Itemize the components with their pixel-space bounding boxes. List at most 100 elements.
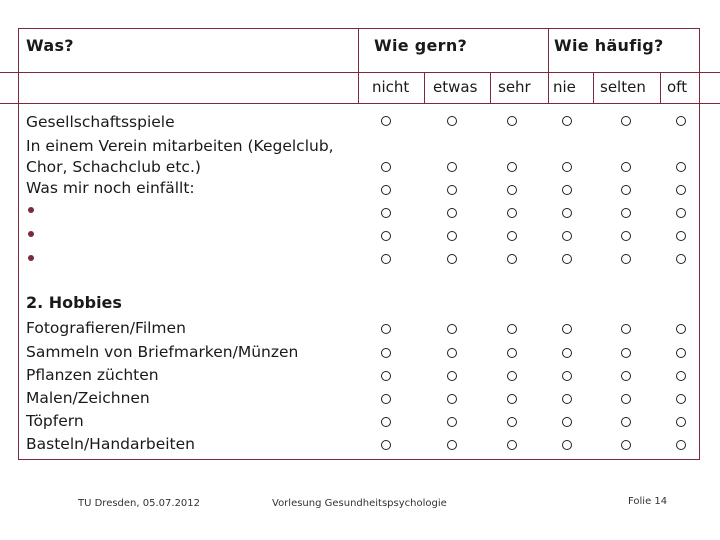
- footer-institution-date: TU Dresden, 05.07.2012: [78, 498, 201, 509]
- rating-radio-button[interactable]: [507, 254, 517, 264]
- scale-label-sehr: sehr: [498, 78, 531, 96]
- rating-radio-button[interactable]: [562, 254, 572, 264]
- rating-radio-button[interactable]: [381, 394, 391, 404]
- rating-radio-button[interactable]: [507, 394, 517, 404]
- rating-radio-button[interactable]: [621, 394, 631, 404]
- scale-label-selten: selten: [600, 78, 646, 96]
- rating-radio-button[interactable]: [676, 208, 686, 218]
- rating-radio-button[interactable]: [447, 185, 457, 195]
- rating-radio-button[interactable]: [507, 162, 517, 172]
- rating-radio-button[interactable]: [562, 162, 572, 172]
- rating-radio-button[interactable]: [621, 162, 631, 172]
- rating-radio-button[interactable]: [381, 348, 391, 358]
- rating-radio-button[interactable]: [381, 231, 391, 241]
- rating-radio-button[interactable]: [562, 185, 572, 195]
- bullet-marker: [28, 255, 34, 261]
- rating-radio-button[interactable]: [507, 417, 517, 427]
- rating-radio-button[interactable]: [676, 348, 686, 358]
- scale-label-nie: nie: [553, 78, 576, 96]
- column-divider-like-freq: [548, 28, 549, 104]
- rating-radio-button[interactable]: [447, 116, 457, 126]
- item-label: Was mir noch einfällt:: [26, 179, 195, 197]
- item-label: Sammeln von Briefmarken/Münzen: [26, 343, 299, 361]
- rating-radio-button[interactable]: [621, 208, 631, 218]
- sub-divider-5: [660, 72, 661, 103]
- rating-radio-button[interactable]: [676, 162, 686, 172]
- item-label: Malen/Zeichnen: [26, 389, 150, 407]
- rating-radio-button[interactable]: [621, 254, 631, 264]
- sub-divider-2: [490, 72, 491, 103]
- rating-radio-button[interactable]: [562, 371, 572, 381]
- footer-lecture-title: Vorlesung Gesundheitspsychologie: [272, 498, 447, 509]
- rating-radio-button[interactable]: [621, 440, 631, 450]
- rating-radio-button[interactable]: [381, 440, 391, 450]
- bullet-marker: [28, 231, 34, 237]
- rating-radio-button[interactable]: [447, 162, 457, 172]
- rating-radio-button[interactable]: [562, 324, 572, 334]
- rating-radio-button[interactable]: [676, 417, 686, 427]
- rating-radio-button[interactable]: [676, 324, 686, 334]
- rating-radio-button[interactable]: [562, 208, 572, 218]
- rating-radio-button[interactable]: [621, 324, 631, 334]
- rating-radio-button[interactable]: [621, 231, 631, 241]
- rating-radio-button[interactable]: [447, 394, 457, 404]
- rating-radio-button[interactable]: [621, 371, 631, 381]
- rating-radio-button[interactable]: [507, 231, 517, 241]
- rating-radio-button[interactable]: [562, 417, 572, 427]
- rating-radio-button[interactable]: [381, 254, 391, 264]
- rating-radio-button[interactable]: [621, 417, 631, 427]
- rating-radio-button[interactable]: [676, 371, 686, 381]
- rating-radio-button[interactable]: [562, 394, 572, 404]
- rating-radio-button[interactable]: [381, 324, 391, 334]
- questionnaire-table: [18, 28, 700, 460]
- rating-radio-button[interactable]: [507, 185, 517, 195]
- rating-radio-button[interactable]: [562, 440, 572, 450]
- rating-radio-button[interactable]: [381, 417, 391, 427]
- rating-radio-button[interactable]: [507, 371, 517, 381]
- rating-radio-button[interactable]: [676, 116, 686, 126]
- rating-radio-button[interactable]: [447, 254, 457, 264]
- item-label: Töpfern: [26, 412, 84, 430]
- rating-radio-button[interactable]: [676, 231, 686, 241]
- rating-radio-button[interactable]: [507, 324, 517, 334]
- rating-radio-button[interactable]: [381, 162, 391, 172]
- scale-label-oft: oft: [667, 78, 688, 96]
- rating-radio-button[interactable]: [507, 440, 517, 450]
- item-label: Fotografieren/Filmen: [26, 319, 186, 337]
- rating-radio-button[interactable]: [447, 324, 457, 334]
- item-label: Chor, Schachclub etc.): [26, 158, 201, 176]
- rating-radio-button[interactable]: [381, 116, 391, 126]
- column-header-like: Wie gern?: [374, 36, 468, 55]
- sub-divider-4: [593, 72, 594, 103]
- item-label: Gesellschaftsspiele: [26, 113, 175, 131]
- item-label: Pflanzen züchten: [26, 366, 159, 384]
- scale-label-etwas: etwas: [433, 78, 478, 96]
- rating-radio-button[interactable]: [447, 231, 457, 241]
- footer-slide-number: Folie 14: [628, 496, 668, 507]
- rating-radio-button[interactable]: [676, 394, 686, 404]
- rating-radio-button[interactable]: [621, 185, 631, 195]
- rating-radio-button[interactable]: [676, 254, 686, 264]
- section-title-hobbies: 2. Hobbies: [26, 293, 122, 312]
- rating-radio-button[interactable]: [676, 185, 686, 195]
- rating-radio-button[interactable]: [447, 440, 457, 450]
- rating-radio-button[interactable]: [676, 440, 686, 450]
- rating-radio-button[interactable]: [562, 231, 572, 241]
- rating-radio-button[interactable]: [621, 348, 631, 358]
- rating-radio-button[interactable]: [381, 371, 391, 381]
- rating-radio-button[interactable]: [447, 208, 457, 218]
- rating-radio-button[interactable]: [447, 348, 457, 358]
- rating-radio-button[interactable]: [381, 208, 391, 218]
- rating-radio-button[interactable]: [507, 348, 517, 358]
- rating-radio-button[interactable]: [562, 116, 572, 126]
- sub-divider-1: [424, 72, 425, 103]
- rating-radio-button[interactable]: [621, 116, 631, 126]
- rating-radio-button[interactable]: [562, 348, 572, 358]
- rating-radio-button[interactable]: [447, 371, 457, 381]
- rating-radio-button[interactable]: [507, 116, 517, 126]
- rating-radio-button[interactable]: [381, 185, 391, 195]
- bullet-marker: [28, 207, 34, 213]
- column-divider-what: [358, 28, 359, 104]
- rating-radio-button[interactable]: [507, 208, 517, 218]
- rating-radio-button[interactable]: [447, 417, 457, 427]
